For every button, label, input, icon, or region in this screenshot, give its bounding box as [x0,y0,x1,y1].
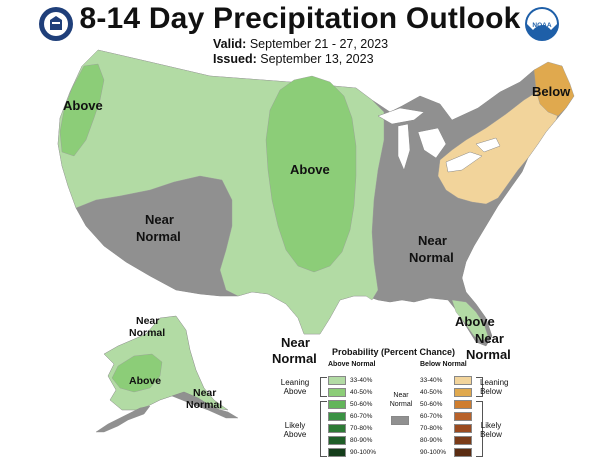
label-near-normal-ak-south-1: Near [193,387,216,399]
above-bin-label: 90-100% [350,449,377,456]
label-near-normal-ak-north-1: Near [136,315,159,327]
label-near-normal-florida-1: Near [475,331,504,346]
above-bin-label: 70-80% [350,425,373,432]
label-near-normal-florida-2: Normal [466,347,511,362]
likely-below-line-2: Below [480,430,502,439]
leaning-above-label: Leaning Above [272,378,318,396]
label-near-normal-texas-2: Normal [272,351,317,366]
swatch-below-80-90 [454,436,472,445]
label-near-normal-east-1: Near [418,233,447,248]
leaning-above-bracket [320,377,327,397]
swatch-above-40-50 [328,388,346,397]
below-bin-label: 70-80% [420,425,443,432]
above-bin-label: 50-60% [350,401,373,408]
below-40-50-region [533,61,575,117]
below-bin-label: 90-100% [420,449,447,456]
likely-below-label: Likely Below [480,421,502,439]
page-title: 8-14 Day Precipitation Outlook [79,2,521,35]
likely-above-label: Likely Above [272,421,318,439]
below-bin-label: 80-90% [420,437,443,444]
legend-near-label: Near Normal [386,391,416,409]
above-bin-label: 60-70% [350,413,373,420]
label-near-normal-west-1: Near [145,212,174,227]
above-bin-label: 40-50% [350,389,373,396]
great-lakes [377,107,501,173]
valid-label: Valid: [213,37,247,51]
legend-below-header: Below Normal [420,361,467,368]
dates-block: Valid: September 21 - 27, 2023 Issued: S… [213,37,388,67]
likely-below-bracket [476,401,483,457]
label-above-florida: Above [455,314,495,329]
label-near-normal-ak-south-2: Normal [186,399,222,411]
above-florida-region [451,299,489,343]
valid-line: Valid: September 21 - 27, 2023 [213,37,388,52]
above-40-50-plains [265,75,357,273]
leaning-below-line-2: Below [480,387,502,396]
below-bin-label: 40-50% [420,389,443,396]
label-below-northeast: Below [532,84,571,99]
issued-label: Issued: [213,52,257,66]
swatch-above-33-40 [328,376,346,385]
swatch-below-70-80 [454,424,472,433]
below-bin-label: 50-60% [420,401,443,408]
alaska-above-40-50 [111,353,163,393]
swatch-below-50-60 [454,400,472,409]
swatch-above-80-90 [328,436,346,445]
swatch-below-33-40 [454,376,472,385]
swatch-above-60-70 [328,412,346,421]
label-above-plains: Above [290,162,330,177]
label-above-pacific-nw: Above [63,98,103,113]
swatch-near-normal [391,416,409,425]
likely-above-bracket [320,401,327,457]
leaning-below-bracket [476,377,483,397]
legend-near-line-2: Normal [389,401,413,408]
legend-title: Probability (Percent Chance) [332,347,456,357]
swatch-above-90-100 [328,448,346,457]
label-near-normal-ak-north-2: Normal [129,327,165,339]
leaning-above-line-2: Above [283,387,307,396]
alaska-near-normal-region [95,391,239,433]
label-near-normal-east-2: Normal [409,250,454,265]
leaning-above-line-1: Leaning [280,378,310,387]
below-bin-label: 33-40% [420,377,443,384]
swatch-above-70-80 [328,424,346,433]
swatch-below-90-100 [454,448,472,457]
noaa-logo-icon: NOAA [524,6,560,42]
label-near-normal-texas-1: Near [281,335,310,350]
label-above-alaska: Above [129,375,161,387]
above-bin-label: 80-90% [350,437,373,444]
swatch-above-50-60 [328,400,346,409]
below-bin-label: 60-70% [420,413,443,420]
likely-above-line-1: Likely [284,421,306,430]
label-near-normal-west-2: Normal [136,229,181,244]
swatch-below-60-70 [454,412,472,421]
leaning-below-label: Leaning Below [480,378,509,396]
issued-line: Issued: September 13, 2023 [213,52,388,67]
legend-near-line-1: Near [393,392,409,399]
legend: Probability (Percent Chance) Above Norma… [270,343,509,461]
above-bin-label: 33-40% [350,377,373,384]
svg-text:NOAA: NOAA [532,22,551,29]
below-33-40-region [437,89,563,205]
above-40-50-pacific-nw [59,63,105,157]
leaning-below-line-1: Leaning [480,378,509,387]
swatch-below-40-50 [454,388,472,397]
legend-above-header: Above Normal [328,361,376,368]
likely-above-line-2: Above [283,430,307,439]
issued-value: September 13, 2023 [260,52,374,66]
likely-below-line-1: Likely [480,421,502,430]
doc-seal-icon [38,6,74,42]
valid-value: September 21 - 27, 2023 [249,37,389,51]
